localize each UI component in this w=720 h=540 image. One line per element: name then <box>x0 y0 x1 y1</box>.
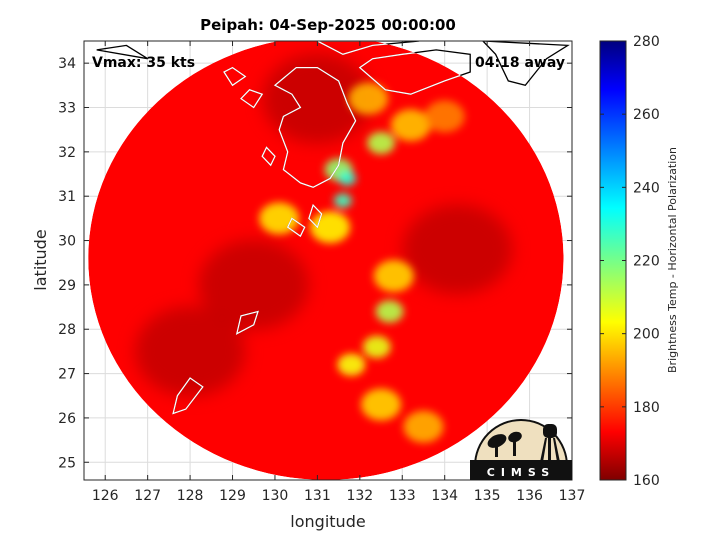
coastline <box>96 44 149 60</box>
x-tick-label: 135 <box>474 488 501 504</box>
cold-spot <box>402 204 513 295</box>
x-tick-label: 131 <box>304 488 331 504</box>
x-tick-labels: 126 127 128 129 130 131 132 133 134 135 136 137 <box>92 488 586 504</box>
y-tick-label: 25 <box>58 455 76 471</box>
y-tick-label: 30 <box>58 234 76 250</box>
x-tick-label: 132 <box>346 488 373 504</box>
coastline <box>482 41 570 87</box>
x-tick-label: 129 <box>219 488 246 504</box>
coastline-over-swath <box>273 66 357 189</box>
tb-feature <box>333 193 352 208</box>
colorbar-tick-label: 240 <box>633 180 660 196</box>
y-tick-label: 32 <box>58 145 76 161</box>
y-tick-label: 29 <box>58 278 76 294</box>
tb-feature <box>362 335 391 359</box>
tb-feature <box>373 260 414 293</box>
axes-frame <box>83 40 573 481</box>
coastline-over-swath <box>172 377 204 415</box>
precip-features <box>259 82 465 443</box>
coastlines <box>96 41 570 415</box>
colorbar-tick-label: 280 <box>633 34 660 50</box>
tb-feature <box>337 353 366 376</box>
tb-feature <box>338 171 357 186</box>
colorbar-tick-label: 180 <box>633 400 660 416</box>
x-tick-label: 136 <box>516 488 543 504</box>
tb-feature <box>361 388 402 421</box>
colorbar-tick-label: 220 <box>633 254 660 270</box>
x-tick-label: 128 <box>177 488 204 504</box>
tb-feature <box>375 300 404 323</box>
water-tower-icon <box>540 424 560 462</box>
x-tick-label: 126 <box>92 488 119 504</box>
colorbar-scale <box>599 40 627 481</box>
x-tick-label: 137 <box>559 488 586 504</box>
time-away-label: 04:18 away <box>475 55 565 71</box>
coastline-over-swath <box>317 41 420 55</box>
cold-spot <box>135 306 246 397</box>
coastline-over-swath <box>235 310 259 335</box>
colorbar-tick-label: 200 <box>633 327 660 343</box>
ocean-cold-areas <box>135 53 513 397</box>
x-tick-label: 130 <box>262 488 289 504</box>
tb-feature <box>259 202 300 235</box>
tb-feature <box>390 109 431 142</box>
y-tick-label: 28 <box>58 322 76 338</box>
y-axis-label: latitude <box>31 229 50 290</box>
tb-feature <box>310 211 351 244</box>
cimss-logo-text: CIMSS <box>487 466 555 479</box>
microwave-swath <box>88 41 564 480</box>
cold-spot <box>198 239 309 330</box>
colorbar-tick-label: 160 <box>633 473 660 489</box>
y-tick-label: 31 <box>58 189 76 205</box>
coastline-over-swath <box>261 146 276 167</box>
tb-feature <box>424 100 465 133</box>
colorbar-label: Brightness Temp - Horizontal Polarizatio… <box>666 147 679 373</box>
chart-title: Peipah: 04-Sep-2025 00:00:00 <box>200 16 456 34</box>
colorbar-tick-label: 260 <box>633 107 660 123</box>
tb-feature <box>403 410 444 443</box>
cold-spot <box>262 53 373 144</box>
x-tick-label: 133 <box>389 488 416 504</box>
vmax-label: Vmax: 35 kts <box>92 55 195 71</box>
y-tick-label: 33 <box>58 101 76 117</box>
y-tick-label: 27 <box>58 367 76 383</box>
colorbar: 160 180 200 220 240 260 280 Brightness Temp - … <box>599 34 679 489</box>
colorbar-ticks: 160 180 200 220 240 260 280 <box>600 34 660 489</box>
y-tick-labels: 25 26 27 28 29 30 31 32 33 34 <box>58 56 76 471</box>
x-tick-label: 134 <box>431 488 458 504</box>
x-axis-label: longitude <box>290 512 365 531</box>
x-tick-label: 127 <box>134 488 161 504</box>
satellite-dish-icon <box>487 431 522 457</box>
coastline-over-swath <box>308 203 323 229</box>
coastline-over-swath <box>223 66 247 87</box>
tb-feature <box>348 82 389 115</box>
coastline-over-swath <box>286 217 306 238</box>
tb-feature <box>367 131 396 155</box>
coastline-over-swath <box>240 89 264 109</box>
y-tick-label: 26 <box>58 411 76 427</box>
y-tick-label: 34 <box>58 56 76 72</box>
cimss-logo: CIMSS <box>470 419 572 480</box>
